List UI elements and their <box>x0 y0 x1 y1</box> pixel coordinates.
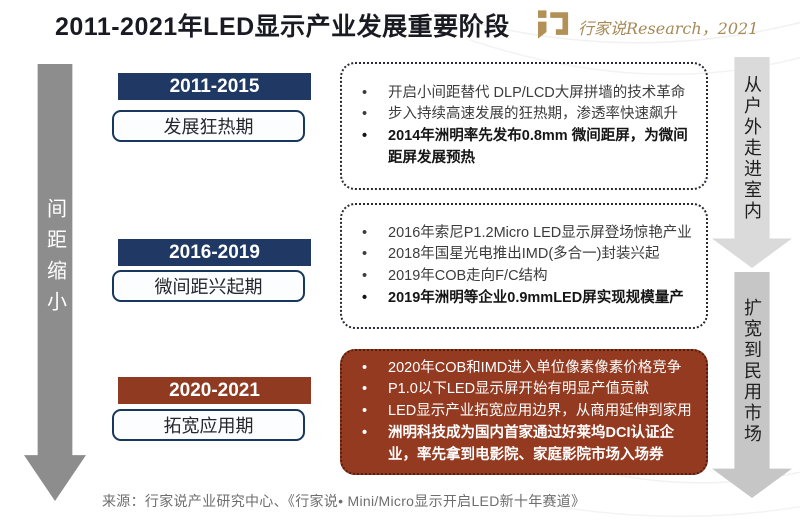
bullet-item: LED显示产业拓宽应用边界，从商用延伸到家用 <box>342 401 694 423</box>
stage-3-bullet-list: 2020年COB和IMD进入单位像素像素价格竞争 P1.0以下LED显示屏开始有… <box>342 358 706 467</box>
page-title: 2011-2021年LED显示产业发展重要阶段 <box>55 13 510 41</box>
right-trend-arrow-1-label: 从户外走进室内 <box>742 75 762 222</box>
stage-2-bullet-list: 2016年索尼P1.2Micro LED显示屏登场惊艳产业 2018年国星光电推… <box>342 223 706 310</box>
bullet-item: 洲明科技成为国内首家通过好莱坞DCI认证企业，率先拿到电影院、家庭影院市场入场券 <box>342 423 694 467</box>
stage-1-bullet-list: 开启小间距替代 DLP/LCD大屏拼墙的技术革命 步入持续高速发展的狂热期，渗透… <box>342 83 706 170</box>
bullet-item: 2018年国星光电推出IMD(多合一)封装兴起 <box>342 244 694 266</box>
bullet-item: P1.0以下LED显示屏开始有明显产值贡献 <box>342 379 694 401</box>
stage-1-details-box: 开启小间距替代 DLP/LCD大屏拼墙的技术革命 步入持续高速发展的狂热期，渗透… <box>340 62 708 190</box>
bullet-item: 2020年COB和IMD进入单位像素像素价格竞争 <box>342 358 694 380</box>
right-trend-arrow-2-label: 扩宽到民用市场 <box>742 297 762 445</box>
bullet-item: 2016年索尼P1.2Micro LED显示屏登场惊艳产业 <box>342 223 694 245</box>
stage-3-details-box: 2020年COB和IMD进入单位像素像素价格竞争 P1.0以下LED显示屏开始有… <box>340 349 708 475</box>
bullet-item: 2014年洲明率先发布0.8mm 微间距屏，为微间距屏发展预热 <box>342 126 694 170</box>
brand-logo-icon <box>538 10 570 44</box>
right-trend-arrow-outdoor-to-indoor: 从户外走进室内 <box>712 57 792 268</box>
bullet-item: 步入持续高速发展的狂热期，渗透率快速飙升 <box>342 104 694 126</box>
brand-name: 行家说Research，2021 <box>578 19 759 38</box>
stage-2-period-badge: 2016-2019 <box>118 239 311 266</box>
bullet-item: 开启小间距替代 DLP/LCD大屏拼墙的技术革命 <box>342 83 694 105</box>
right-trend-arrow-consumer-market: 扩宽到民用市场 <box>712 272 792 498</box>
left-trend-arrow-label: 间距缩小 <box>43 197 66 322</box>
stage-2-details-box: 2016年索尼P1.2Micro LED显示屏登场惊艳产业 2018年国星光电推… <box>340 203 708 329</box>
brand-logo: 行家说Research，2021 <box>538 10 758 44</box>
stage-1-period-badge: 2011-2015 <box>118 73 311 100</box>
stage-2-name-label: 微间距兴起期 <box>112 270 305 302</box>
source-citation: 来源：行家说产业研究中心、《行家说• Mini/Micro显示开启LED新十年赛… <box>102 493 586 509</box>
bullet-item: 2019年COB走向F/C结构 <box>342 266 694 288</box>
stage-1-name-label: 发展狂热期 <box>112 110 305 142</box>
stage-3-period-badge: 2020-2021 <box>118 377 311 404</box>
stage-3-name-label: 拓宽应用期 <box>112 409 305 441</box>
bullet-item: 2019年洲明等企业0.9mmLED屏实现规模量产 <box>342 288 694 310</box>
left-trend-arrow: 间距缩小 <box>24 64 86 501</box>
